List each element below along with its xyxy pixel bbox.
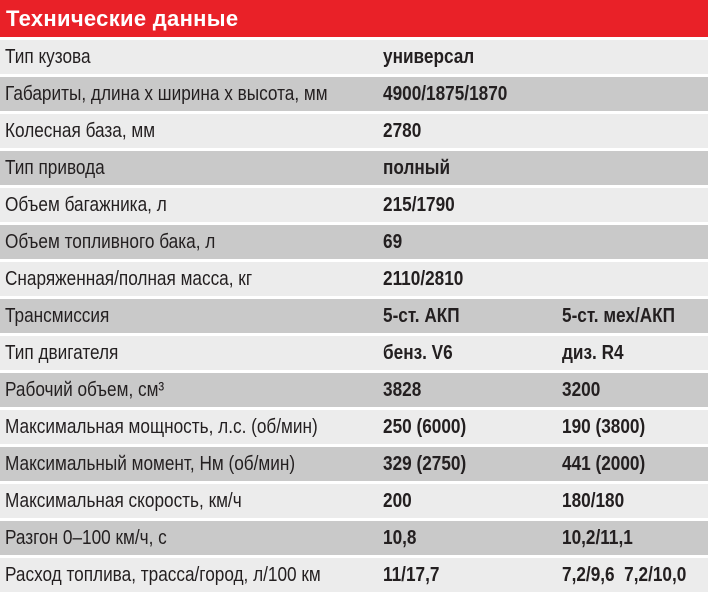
spec-value-1: 4900/1875/1870	[383, 83, 508, 105]
table-row: Объем багажника, л 215/1790	[0, 188, 708, 222]
spec-value-2: диз. R4	[562, 342, 624, 364]
spec-label: Тип привода	[5, 157, 105, 179]
spec-value-2: 3200	[562, 379, 601, 401]
spec-value-1: бенз. V6	[383, 342, 453, 364]
table-row: Максимальная мощность, л.с. (об/мин) 250 …	[0, 410, 708, 444]
spec-label: Снаряженная/полная масса, кг	[5, 268, 253, 290]
table-row: Тип кузова универсал	[0, 40, 708, 74]
spec-value-1: 2110/2810	[383, 268, 464, 290]
table-row: Объем топливного бака, л 69	[0, 225, 708, 259]
spec-label: Расход топлива, трасса/город, л/100 км	[5, 564, 321, 586]
spec-value-1: 3828	[383, 379, 422, 401]
spec-value-1: 10,8	[383, 527, 417, 549]
spec-value-1: 69	[383, 231, 403, 253]
spec-label: Габариты, длина x ширина x высота, мм	[5, 83, 328, 105]
spec-value-2: 5-ст. мех/АКП	[562, 305, 676, 327]
spec-label: Тип кузова	[5, 46, 91, 68]
spec-value-1: 215/1790	[383, 194, 455, 216]
table-title: Технические данные	[0, 0, 708, 37]
table-row: Рабочий объем, см³ 3828 3200	[0, 373, 708, 407]
spec-value-1: 11/17,7	[383, 564, 440, 586]
spec-label: Тип двигателя	[5, 342, 119, 364]
table-row: Трансмиссия 5-ст. АКП 5-ст. мех/АКП	[0, 299, 708, 333]
spec-label: Объем топливного бака, л	[5, 231, 216, 253]
spec-value-2: 441 (2000)	[562, 453, 646, 475]
spec-value-1: 200	[383, 490, 412, 512]
table-row: Расход топлива, трасса/город, л/100 км 11…	[0, 558, 708, 592]
table-row: Максимальная скорость, км/ч 200 180/180	[0, 484, 708, 518]
spec-label: Объем багажника, л	[5, 194, 167, 216]
spec-label: Максимальная скорость, км/ч	[5, 490, 242, 512]
spec-value-1: универсал	[383, 46, 475, 68]
spec-label: Колесная база, мм	[5, 120, 156, 142]
spec-value-2: 7,2/9,6 7,2/10,0	[562, 564, 687, 586]
spec-label: Трансмиссия	[5, 305, 110, 327]
spec-value-2: 180/180	[562, 490, 625, 512]
table-row: Колесная база, мм 2780	[0, 114, 708, 148]
spec-label: Рабочий объем, см³	[5, 379, 165, 401]
spec-value-1: 250 (6000)	[383, 416, 467, 438]
spec-value-1: 329 (2750)	[383, 453, 467, 475]
spec-table: Тип кузова универсал Габариты, длина x шир…	[0, 40, 708, 592]
table-row: Максимальный момент, Нм (об/мин) 329 (275…	[0, 447, 708, 481]
spec-value-2: 190 (3800)	[562, 416, 646, 438]
table-row: Снаряженная/полная масса, кг 2110/2810	[0, 262, 708, 296]
table-row: Разгон 0–100 км/ч, с 10,8 10,2/11,1	[0, 521, 708, 555]
table-row: Тип привода полный	[0, 151, 708, 185]
spec-label: Максимальная мощность, л.с. (об/мин)	[5, 416, 318, 438]
spec-value-1: 2780	[383, 120, 422, 142]
spec-label: Максимальный момент, Нм (об/мин)	[5, 453, 296, 475]
spec-value-1: 5-ст. АКП	[383, 305, 460, 327]
spec-value-1: полный	[383, 157, 451, 179]
table-row: Габариты, длина x ширина x высота, мм 490…	[0, 77, 708, 111]
spec-value-2: 10,2/11,1	[562, 527, 633, 549]
table-row: Тип двигателя бенз. V6 диз. R4	[0, 336, 708, 370]
spec-label: Разгон 0–100 км/ч, с	[5, 527, 167, 549]
